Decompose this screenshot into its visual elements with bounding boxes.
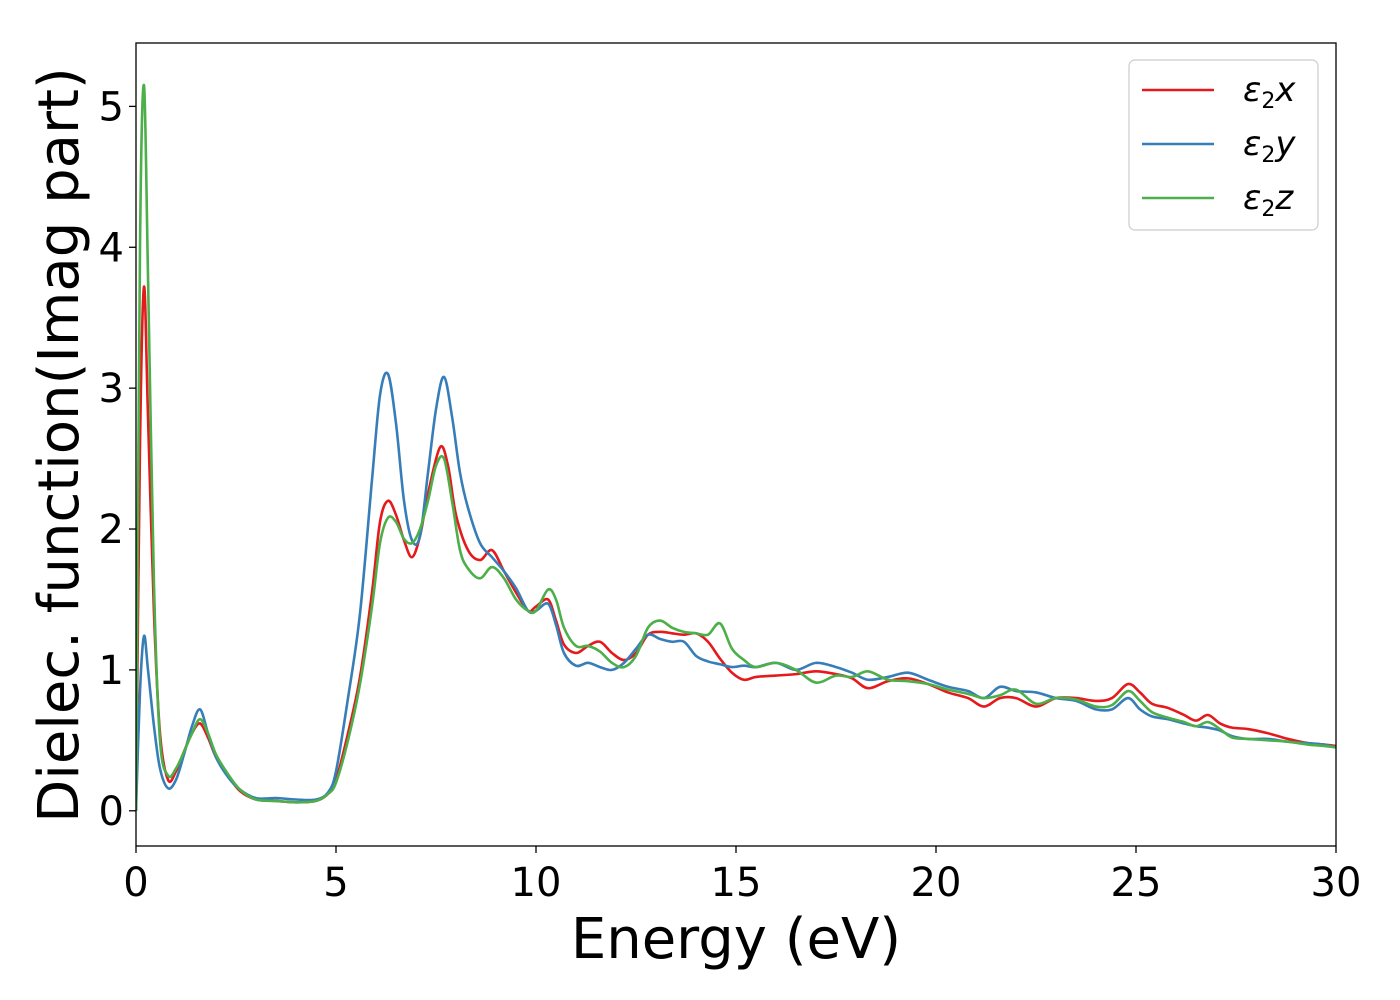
- series-layer: [136, 83, 1336, 811]
- y-tick-label: 3: [99, 366, 124, 412]
- x-tick-label: 30: [1311, 860, 1362, 906]
- y-tick-label: 2: [99, 507, 124, 553]
- x-tick-label: 25: [1111, 860, 1162, 906]
- y-tick-label: 0: [99, 789, 124, 835]
- y-tick-label: 1: [99, 648, 124, 694]
- x-tick-label: 0: [123, 860, 148, 906]
- x-tick-label: 15: [711, 860, 762, 906]
- y-tick-label: 5: [99, 84, 124, 130]
- x-tick-label: 10: [511, 860, 562, 906]
- x-tick-label: 20: [911, 860, 962, 906]
- series-line-z: [136, 83, 1336, 811]
- x-axis: 0 5 10 15 20 25 30: [123, 846, 1361, 906]
- legend-label-x: ε2x: [1243, 70, 1296, 114]
- y-axis-title: Dielec. function(Imag part): [27, 67, 92, 823]
- legend-label-z: ε2z: [1243, 178, 1294, 222]
- y-tick-label: 4: [99, 225, 124, 271]
- legend-label-y: ε2y: [1243, 124, 1296, 168]
- x-axis-title: Energy (eV): [571, 907, 901, 972]
- legend: ε2x ε2y ε2z: [1128, 59, 1319, 231]
- x-tick-label: 5: [323, 860, 348, 906]
- y-axis: 0 1 2 3 4 5: [99, 84, 136, 835]
- series-line-y: [136, 371, 1336, 811]
- legend-box: [1128, 59, 1319, 231]
